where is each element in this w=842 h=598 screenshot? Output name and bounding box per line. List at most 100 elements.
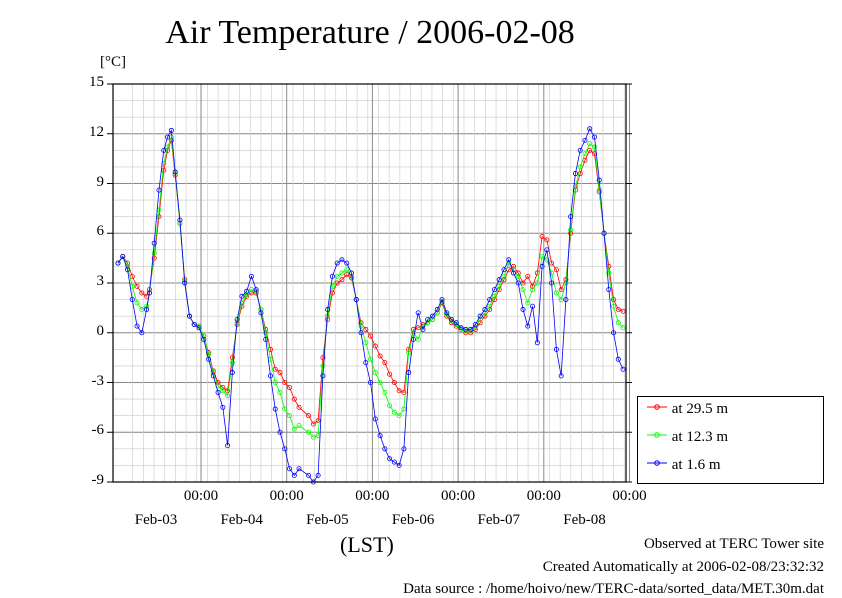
data-point: [491, 293, 497, 299]
data-point: [515, 280, 521, 286]
y-tick-label: 15: [89, 74, 104, 90]
data-point: [611, 330, 617, 336]
data-point: [587, 147, 593, 153]
data-point: [572, 184, 578, 190]
legend-marker-blue: [647, 460, 667, 466]
data-point: [387, 456, 393, 462]
data-point: [161, 147, 167, 153]
data-point: [348, 270, 354, 276]
y-tick-label: 12: [89, 123, 104, 140]
data-point: [506, 260, 512, 266]
data-point: [382, 389, 388, 395]
data-point: [406, 350, 412, 356]
data-point: [139, 307, 145, 313]
data-point: [458, 325, 464, 331]
data-point: [358, 330, 364, 336]
data-point: [206, 351, 212, 357]
data-point: [248, 290, 254, 296]
data-point: [563, 297, 569, 303]
data-point: [463, 330, 469, 336]
data-point: [339, 257, 345, 263]
data-point: [320, 373, 326, 379]
data-point: [510, 267, 516, 273]
data-point: [615, 307, 621, 313]
data-point: [410, 330, 416, 336]
legend-marker-red: [647, 404, 667, 410]
data-point: [549, 280, 555, 286]
data-point: [568, 214, 574, 220]
data-point: [296, 404, 302, 410]
data-point: [156, 187, 162, 193]
data-point: [620, 325, 626, 331]
data-point: [391, 409, 397, 415]
data-point: [372, 416, 378, 422]
legend-item-12-3m: at 12.3 m: [646, 429, 728, 446]
legend-label: at 29.5 m: [671, 401, 728, 417]
data-point: [520, 307, 526, 313]
data-point: [291, 472, 297, 478]
x-axis-label: (LST): [340, 532, 394, 557]
y-tick-label: -3: [91, 372, 105, 389]
x-time-label: 00:00: [441, 488, 476, 504]
data-point: [315, 418, 321, 424]
data-point: [339, 270, 345, 276]
data-point: [310, 479, 316, 485]
data-point: [444, 310, 450, 316]
data-point: [220, 384, 226, 390]
data-point: [587, 126, 593, 132]
data-point: [263, 330, 269, 336]
data-point: [353, 297, 359, 303]
data-point: [415, 325, 421, 331]
data-point: [282, 446, 288, 452]
data-point: [134, 300, 140, 306]
data-point: [592, 134, 598, 140]
data-point: [563, 280, 569, 286]
x-date-label: Feb-06: [391, 512, 435, 528]
data-point: [391, 379, 397, 385]
data-point: [177, 217, 183, 223]
data-point: [277, 429, 283, 435]
data-point: [491, 297, 497, 303]
data-point: [558, 373, 564, 379]
data-point: [401, 389, 407, 395]
x-date-label: Feb-07: [477, 512, 521, 528]
data-point: [125, 267, 131, 273]
data-point: [372, 370, 378, 376]
data-source-note: Data source : /home/hoivo/new/TERC-data/…: [403, 581, 824, 597]
data-point: [320, 355, 326, 361]
data-point: [582, 137, 588, 143]
data-point: [439, 297, 445, 303]
x-date-label: Feb-03: [134, 512, 178, 528]
data-point: [401, 446, 407, 452]
data-point: [368, 379, 374, 385]
data-point: [553, 346, 559, 352]
data-point: [515, 273, 521, 279]
data-point: [377, 353, 383, 359]
data-point: [582, 151, 588, 157]
data-point: [244, 288, 250, 294]
data-point: [530, 287, 536, 293]
data-point: [620, 366, 626, 372]
y-tick-label: 9: [96, 173, 105, 190]
data-point: [229, 360, 235, 366]
data-point: [287, 466, 293, 472]
data-point: [530, 303, 536, 309]
x-date-label: Feb-08: [563, 512, 606, 528]
data-point: [568, 227, 574, 233]
x-time-label: 00:00: [355, 488, 390, 504]
x-time-label: 00:00: [526, 488, 561, 504]
data-point: [410, 336, 416, 342]
data-point: [487, 297, 493, 303]
y-tick-label: 3: [96, 273, 105, 289]
data-point: [306, 429, 312, 435]
data-point: [296, 423, 302, 429]
data-point: [525, 273, 531, 279]
data-point: [215, 379, 221, 385]
data-point: [382, 360, 388, 366]
data-point: [248, 273, 254, 279]
data-point: [587, 141, 593, 147]
data-point: [463, 328, 469, 334]
data-point: [396, 413, 402, 419]
data-point: [161, 161, 167, 167]
y-tick-label: 6: [96, 223, 105, 240]
